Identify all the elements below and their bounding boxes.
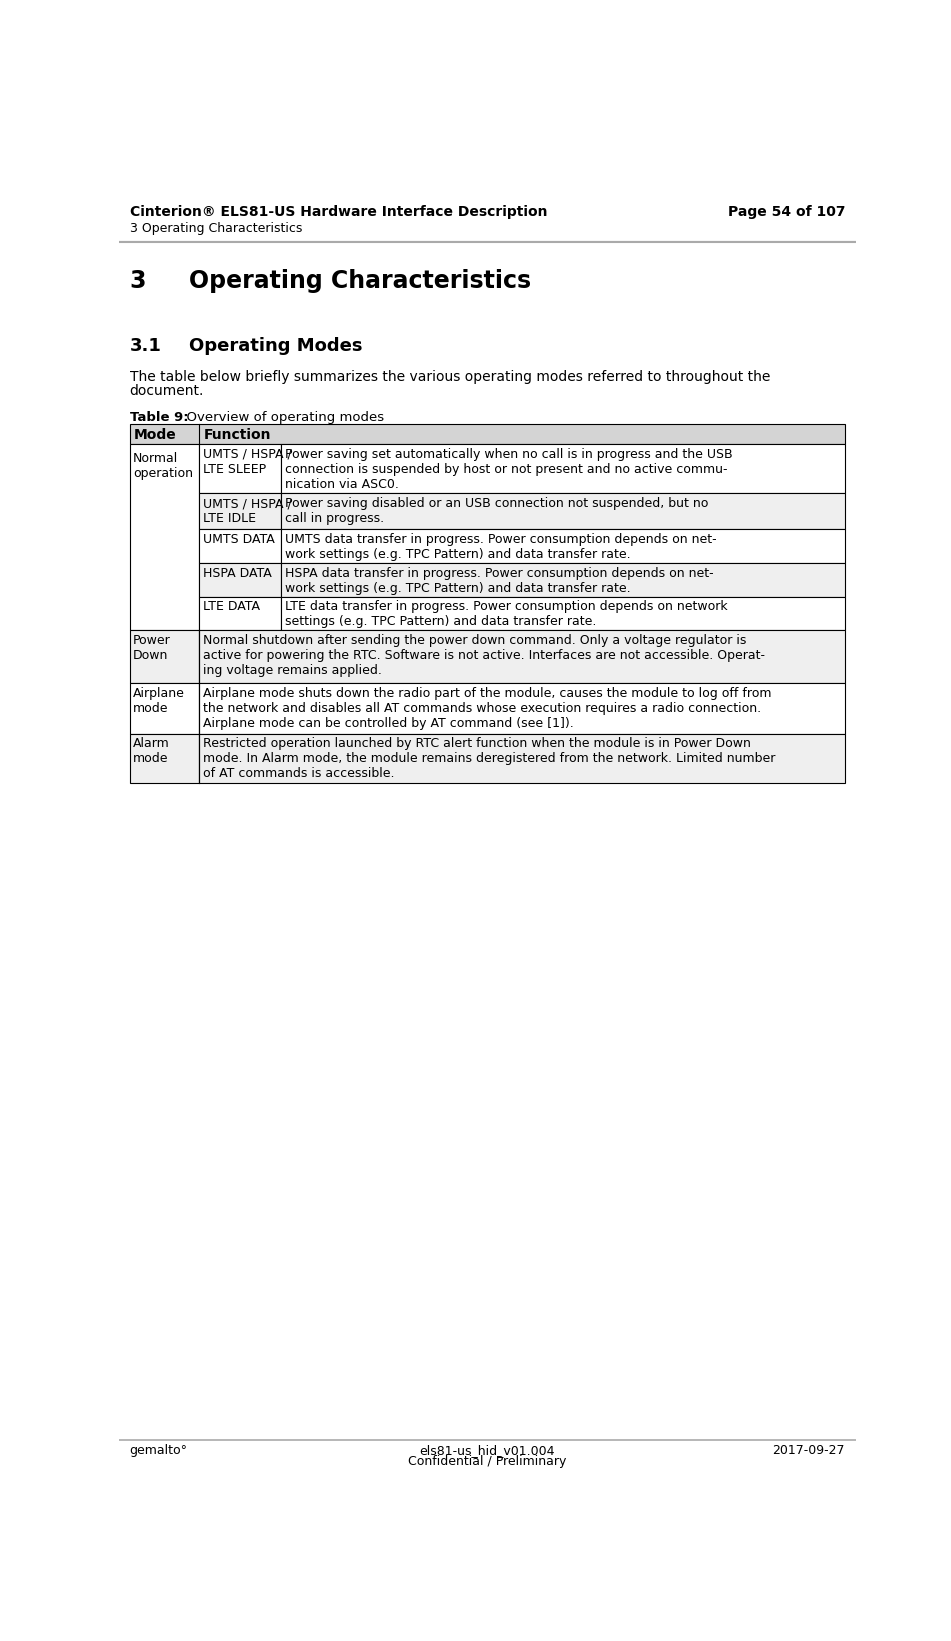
Text: UMTS / HSPA /
LTE SLEEP: UMTS / HSPA / LTE SLEEP <box>203 448 291 476</box>
Bar <box>281 563 845 597</box>
Text: els81-us_hid_v01.004: els81-us_hid_v01.004 <box>419 1444 554 1457</box>
Text: LTE DATA: LTE DATA <box>203 601 260 614</box>
Text: HSPA data transfer in progress. Power consumption depends on net-
work settings : HSPA data transfer in progress. Power co… <box>284 566 713 594</box>
Text: 3.1: 3.1 <box>129 336 162 354</box>
Bar <box>129 734 200 783</box>
Text: Overview of operating modes: Overview of operating modes <box>178 410 384 423</box>
Bar <box>129 445 200 630</box>
Text: Function: Function <box>204 428 271 441</box>
Bar <box>200 734 845 783</box>
Text: Operating Modes: Operating Modes <box>188 336 362 354</box>
Bar <box>200 597 281 630</box>
Text: Mode: Mode <box>133 428 176 441</box>
Text: Normal shutdown after sending the power down command. Only a voltage regulator i: Normal shutdown after sending the power … <box>204 635 766 678</box>
Text: Restricted operation launched by RTC alert function when the module is in Power : Restricted operation launched by RTC ale… <box>204 737 776 781</box>
Text: Power saving set automatically when no call is in progress and the USB
connectio: Power saving set automatically when no c… <box>284 448 732 491</box>
Bar <box>129 630 200 683</box>
Bar <box>281 494 845 528</box>
Text: HSPA DATA: HSPA DATA <box>203 566 271 579</box>
Text: Alarm
mode: Alarm mode <box>133 737 169 765</box>
Text: Airplane mode shuts down the radio part of the module, causes the module to log : Airplane mode shuts down the radio part … <box>204 686 772 730</box>
Text: Operating Characteristics: Operating Characteristics <box>188 269 531 292</box>
Bar <box>281 445 845 494</box>
Text: Normal
operation: Normal operation <box>133 451 193 479</box>
Bar <box>200 563 281 597</box>
Text: Airplane
mode: Airplane mode <box>133 686 184 714</box>
Bar <box>200 683 845 734</box>
Text: The table below briefly summarizes the various operating modes referred to throu: The table below briefly summarizes the v… <box>129 371 770 384</box>
Text: Page 54 of 107: Page 54 of 107 <box>728 205 845 218</box>
Bar <box>129 683 200 734</box>
Bar <box>200 445 281 494</box>
Text: Table 9:: Table 9: <box>129 410 188 423</box>
Text: gemalto°: gemalto° <box>129 1444 187 1457</box>
Text: 3: 3 <box>129 269 146 292</box>
Text: LTE data transfer in progress. Power consumption depends on network
settings (e.: LTE data transfer in progress. Power con… <box>284 601 728 629</box>
Text: UMTS / HSPA /
LTE IDLE: UMTS / HSPA / LTE IDLE <box>203 497 291 525</box>
Text: Confidential / Preliminary: Confidential / Preliminary <box>408 1456 566 1469</box>
Bar <box>200 630 845 683</box>
Bar <box>281 597 845 630</box>
Text: Cinterion® ELS81-US Hardware Interface Description: Cinterion® ELS81-US Hardware Interface D… <box>129 205 547 218</box>
Text: Power
Down: Power Down <box>133 635 170 663</box>
Text: 2017-09-27: 2017-09-27 <box>772 1444 845 1457</box>
Text: UMTS data transfer in progress. Power consumption depends on net-
work settings : UMTS data transfer in progress. Power co… <box>284 533 716 561</box>
Text: 3 Operating Characteristics: 3 Operating Characteristics <box>129 222 302 235</box>
Bar <box>200 494 281 528</box>
Bar <box>129 423 845 445</box>
Text: document.: document. <box>129 384 204 399</box>
Text: Power saving disabled or an USB connection not suspended, but no
call in progres: Power saving disabled or an USB connecti… <box>284 497 708 525</box>
Bar <box>200 528 281 563</box>
Bar <box>281 528 845 563</box>
Text: UMTS DATA: UMTS DATA <box>203 533 274 546</box>
